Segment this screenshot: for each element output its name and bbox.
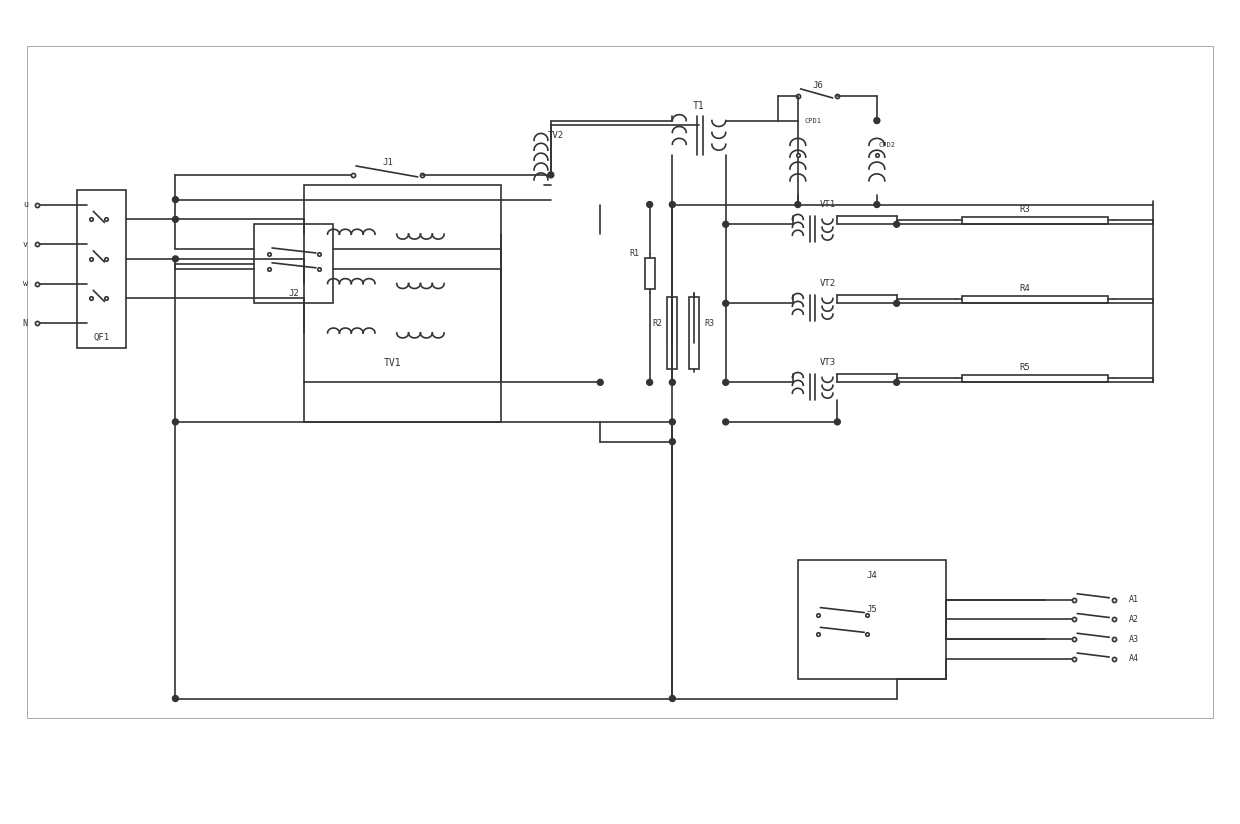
Circle shape [548,172,554,178]
Bar [689,297,699,368]
Text: VT2: VT2 [820,279,836,288]
Circle shape [795,202,801,208]
Text: u: u [22,200,27,209]
Text: TV1: TV1 [384,358,402,368]
Circle shape [172,197,179,203]
Circle shape [835,419,841,425]
Text: VT1: VT1 [820,200,836,209]
Bar [27,46,1213,719]
Bar [645,258,655,289]
Text: J6: J6 [812,82,823,91]
Text: N: N [22,319,27,328]
Text: CPD2: CPD2 [878,143,895,148]
Circle shape [894,222,899,227]
Circle shape [172,419,179,425]
Text: T1: T1 [693,101,704,110]
Circle shape [723,419,729,425]
Text: w: w [22,279,27,288]
Text: R1: R1 [630,250,640,259]
Bar [962,217,1109,224]
Text: A2: A2 [1128,615,1138,624]
Circle shape [894,301,899,307]
Circle shape [172,217,179,222]
Text: R5: R5 [1019,363,1030,372]
Circle shape [172,695,179,701]
Circle shape [874,118,880,124]
Bar [304,185,501,382]
Text: A4: A4 [1128,654,1138,663]
Circle shape [670,419,676,425]
Circle shape [874,202,880,208]
Bar [667,297,677,368]
Text: J2: J2 [289,289,299,298]
Text: TV2: TV2 [548,131,564,140]
Text: R3: R3 [1019,205,1030,214]
Text: R2: R2 [652,319,662,328]
Bar [797,560,946,679]
Circle shape [670,379,676,386]
Bar [254,224,334,303]
Circle shape [670,695,676,701]
Circle shape [670,438,676,445]
Circle shape [670,202,676,208]
Circle shape [894,379,899,386]
Text: J4: J4 [867,570,877,579]
Circle shape [647,202,652,208]
Circle shape [723,222,729,227]
Text: R4: R4 [1019,284,1030,293]
Circle shape [723,379,729,386]
Text: R3: R3 [704,319,714,328]
Text: J5: J5 [867,605,877,614]
Text: A1: A1 [1128,595,1138,604]
Bar [962,296,1109,303]
Text: VT3: VT3 [820,358,836,368]
Text: CPD1: CPD1 [805,118,821,124]
Bar [77,190,126,348]
Circle shape [598,379,603,386]
Text: J1: J1 [382,157,393,166]
Circle shape [172,256,179,262]
Text: QF1: QF1 [93,334,109,343]
Text: v: v [22,240,27,249]
Circle shape [723,301,729,307]
Circle shape [647,379,652,386]
Text: A3: A3 [1128,634,1138,644]
Bar [962,375,1109,382]
